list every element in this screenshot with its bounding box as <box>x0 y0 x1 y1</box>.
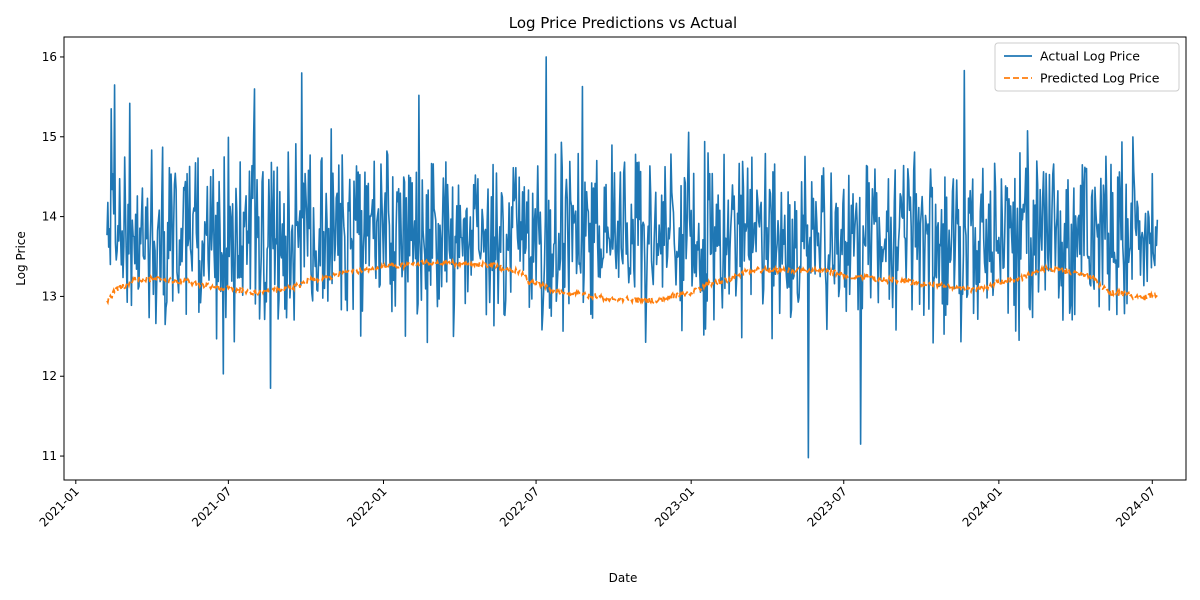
x-tick-label: 2024-01 <box>960 484 1005 529</box>
y-axis-label: Log Price <box>14 231 28 286</box>
y-tick-label: 15 <box>42 130 57 144</box>
series-line-predicted <box>106 257 1158 306</box>
chart-title: Log Price Predictions vs Actual <box>509 14 737 32</box>
x-axis: 2021-01 2021-07 2022-01 2022-07 2023-01 2023-… <box>37 480 1158 530</box>
x-tick-label: 2023-07 <box>805 484 850 529</box>
y-tick-label: 13 <box>42 289 57 303</box>
x-tick-label: 2024-07 <box>1113 484 1158 529</box>
x-tick-label: 2021-01 <box>37 484 82 529</box>
y-tick-label: 14 <box>42 210 57 224</box>
x-tick-label: 2022-01 <box>344 484 389 529</box>
y-tick-label: 11 <box>42 449 57 463</box>
legend-box <box>994 42 1180 92</box>
x-tick-label: 2021-07 <box>189 484 234 529</box>
axes-frame <box>63 36 1187 481</box>
y-axis: 11 12 13 14 15 16 <box>42 50 64 463</box>
x-axis-label: Date <box>609 571 638 585</box>
y-tick-label: 16 <box>42 50 57 64</box>
y-tick-label: 12 <box>42 369 57 383</box>
plot-area <box>106 56 1159 459</box>
series-line-actual <box>106 56 1159 459</box>
x-tick-label: 2023-01 <box>652 484 697 529</box>
legend-label-actual: Actual Log Price <box>1040 49 1140 64</box>
x-tick-label: 2022-07 <box>497 484 542 529</box>
legend: Actual Log Price Predicted Log Price <box>994 42 1180 92</box>
legend-label-predicted: Predicted Log Price <box>1040 71 1160 86</box>
